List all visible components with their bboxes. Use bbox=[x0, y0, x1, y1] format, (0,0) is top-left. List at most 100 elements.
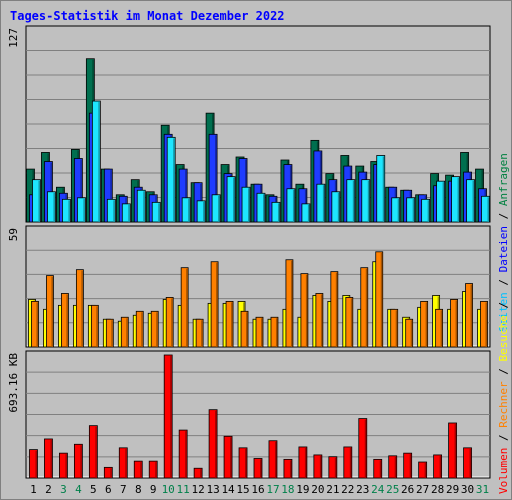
bar-Volumen-day-21 bbox=[328, 456, 338, 479]
bar-Rechner-day-14 bbox=[225, 300, 234, 348]
bar-shade bbox=[349, 447, 352, 478]
bar-shade bbox=[200, 469, 202, 478]
bar-Rechner-day-6 bbox=[105, 318, 114, 348]
bar-Volumen-day-23 bbox=[358, 418, 368, 479]
bar-Seiten-day-31 bbox=[481, 195, 490, 223]
bar-shade bbox=[215, 410, 217, 478]
bar-shade bbox=[319, 455, 322, 478]
x-tick-label: 13 bbox=[206, 483, 219, 496]
bar-Seiten-day-16 bbox=[256, 192, 266, 223]
bar-Volumen-day-14 bbox=[223, 435, 233, 479]
bar-Volumen-day-11 bbox=[178, 429, 188, 479]
bar-Rechner-day-5 bbox=[90, 304, 99, 348]
bar-Seiten-day-4 bbox=[76, 197, 86, 223]
bar-Seiten-day-6 bbox=[106, 198, 116, 223]
bar-Rechner-day-12 bbox=[195, 318, 204, 348]
bar-Rechner-day-25 bbox=[390, 308, 399, 348]
legend-item-sep: / bbox=[497, 272, 510, 292]
bar-Rechner-day-2 bbox=[46, 275, 54, 348]
bar-shade bbox=[337, 192, 340, 222]
bar-Seiten-day-19 bbox=[301, 203, 311, 223]
bar-Rechner-day-15 bbox=[240, 310, 249, 348]
bar-Volumen-day-27 bbox=[418, 461, 428, 479]
bar-Rechner-day-31 bbox=[480, 300, 488, 348]
bar-Volumen-day-20 bbox=[313, 454, 323, 479]
bar-shade bbox=[274, 441, 277, 478]
x-tick-label: 14 bbox=[221, 483, 235, 496]
bar-shade bbox=[185, 170, 187, 222]
bar-shade bbox=[440, 310, 443, 347]
legend-item-sep: / bbox=[497, 206, 510, 226]
bar-shade bbox=[410, 320, 413, 347]
x-tick-label: 4 bbox=[75, 483, 82, 496]
x-tick-label: 1 bbox=[30, 483, 37, 496]
bar-Volumen-day-26 bbox=[403, 452, 413, 479]
bar-Volumen-day-18 bbox=[283, 458, 293, 479]
bar-shade bbox=[382, 156, 385, 222]
bar-Volumen-day-4 bbox=[73, 443, 83, 479]
bar-shade bbox=[439, 455, 442, 478]
bar-shade bbox=[65, 454, 67, 478]
bar-Rechner-day-7 bbox=[120, 316, 129, 348]
bar-Volumen-day-13 bbox=[208, 409, 218, 479]
bar-Volumen-day-7 bbox=[118, 447, 128, 479]
bar-Rechner-day-4 bbox=[75, 269, 84, 348]
x-tick-label: 20 bbox=[311, 483, 324, 496]
bar-Volumen-day-6 bbox=[103, 466, 113, 479]
legend-item-Volumen: Volumen bbox=[497, 448, 510, 494]
bar-shade bbox=[143, 191, 145, 222]
bar-shade bbox=[469, 448, 472, 478]
bar-shade bbox=[203, 201, 205, 222]
bar-Seiten-day-10 bbox=[166, 136, 176, 223]
bar-shade bbox=[412, 198, 415, 222]
panel-volume: 693.16 KB bbox=[7, 350, 491, 479]
bar-shade bbox=[81, 270, 83, 347]
bar-shade bbox=[261, 318, 263, 347]
bar-shade bbox=[185, 431, 187, 478]
bar-shade bbox=[248, 188, 250, 222]
bar-Rechner-day-27 bbox=[420, 300, 429, 348]
bar-Rechner-day-9 bbox=[150, 310, 159, 348]
bar-shade bbox=[218, 195, 220, 222]
bar-shade bbox=[156, 312, 158, 347]
bar-shade bbox=[95, 426, 97, 478]
bar-Volumen-day-25 bbox=[388, 455, 398, 479]
x-tick-label: 8 bbox=[135, 483, 142, 496]
bar-shade bbox=[186, 268, 188, 347]
bar-shade bbox=[394, 456, 397, 478]
bar-Volumen-day-19 bbox=[298, 446, 308, 479]
bar-shade bbox=[454, 423, 457, 478]
bar-Rechner-day-16 bbox=[255, 316, 264, 348]
bar-Seiten-day-20 bbox=[316, 183, 326, 223]
bar-shade bbox=[320, 294, 323, 347]
x-tick-label: 30 bbox=[461, 483, 474, 496]
legend-item-Dateien: Dateien bbox=[497, 226, 510, 272]
legend-text: Seiten / Dateien / Anfragen bbox=[497, 153, 510, 332]
x-tick-label: 22 bbox=[341, 483, 354, 496]
bar-shade bbox=[141, 312, 143, 347]
bar-shade bbox=[442, 182, 445, 222]
bar-Seiten-day-12 bbox=[196, 200, 206, 223]
bar-shade bbox=[173, 138, 175, 222]
bar-shade bbox=[201, 320, 203, 347]
bar-shade bbox=[36, 302, 38, 347]
bar-Volumen-day-9 bbox=[148, 460, 158, 479]
bar-shade bbox=[289, 460, 292, 478]
bar-Rechner-day-24 bbox=[375, 251, 384, 348]
bar-shade bbox=[263, 194, 265, 222]
bar-Rechner-day-11 bbox=[180, 267, 189, 348]
bar-shade bbox=[365, 268, 368, 347]
bar-shade bbox=[246, 312, 248, 347]
bar-Volumen-day-2 bbox=[44, 438, 53, 479]
legend-item-Seiten: Seiten bbox=[497, 292, 510, 332]
bar-Rechner-day-26 bbox=[405, 318, 414, 348]
bar-Rechner-day-3 bbox=[61, 293, 69, 348]
bar-shade bbox=[98, 102, 100, 222]
bar-Rechner-day-17 bbox=[270, 316, 279, 348]
bar-Volumen-day-1 bbox=[29, 449, 38, 479]
bar-shade bbox=[125, 448, 127, 478]
bar-shade bbox=[230, 437, 232, 478]
x-tick-label: 11 bbox=[177, 483, 190, 496]
bar-Seiten-day-9 bbox=[151, 201, 161, 223]
bar-Volumen-day-8 bbox=[133, 460, 143, 479]
